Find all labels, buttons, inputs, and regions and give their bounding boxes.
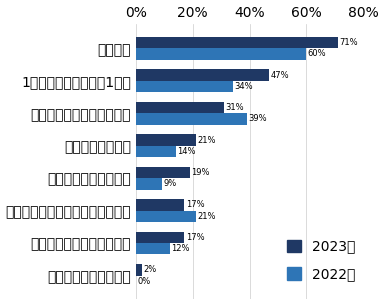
Text: 31%: 31% — [225, 103, 244, 112]
Bar — [136, 134, 195, 146]
Text: 47%: 47% — [271, 70, 290, 80]
Text: 2%: 2% — [143, 265, 156, 275]
Text: 71%: 71% — [339, 38, 358, 47]
Bar — [136, 199, 184, 211]
Bar — [136, 178, 162, 189]
Text: 39%: 39% — [248, 114, 267, 124]
Text: 9%: 9% — [163, 179, 176, 188]
Legend: 2023卒, 2022卒: 2023卒, 2022卒 — [281, 234, 361, 287]
Bar — [136, 211, 195, 222]
Text: 19%: 19% — [191, 168, 210, 177]
Bar — [136, 232, 184, 243]
Bar — [136, 264, 142, 276]
Text: 17%: 17% — [186, 200, 204, 210]
Text: 12%: 12% — [172, 244, 190, 253]
Bar — [136, 37, 338, 48]
Bar — [136, 70, 270, 81]
Bar — [136, 48, 306, 60]
Text: 21%: 21% — [197, 212, 215, 221]
Text: 0%: 0% — [137, 277, 151, 286]
Bar — [136, 102, 224, 113]
Text: 60%: 60% — [308, 49, 326, 59]
Text: 21%: 21% — [197, 135, 215, 145]
Bar — [136, 167, 190, 178]
Text: 14%: 14% — [177, 147, 196, 156]
Bar — [136, 113, 247, 124]
Text: 34%: 34% — [234, 82, 253, 91]
Bar — [136, 243, 170, 254]
Text: 17%: 17% — [186, 233, 204, 242]
Bar — [136, 81, 233, 92]
Bar — [136, 146, 176, 157]
